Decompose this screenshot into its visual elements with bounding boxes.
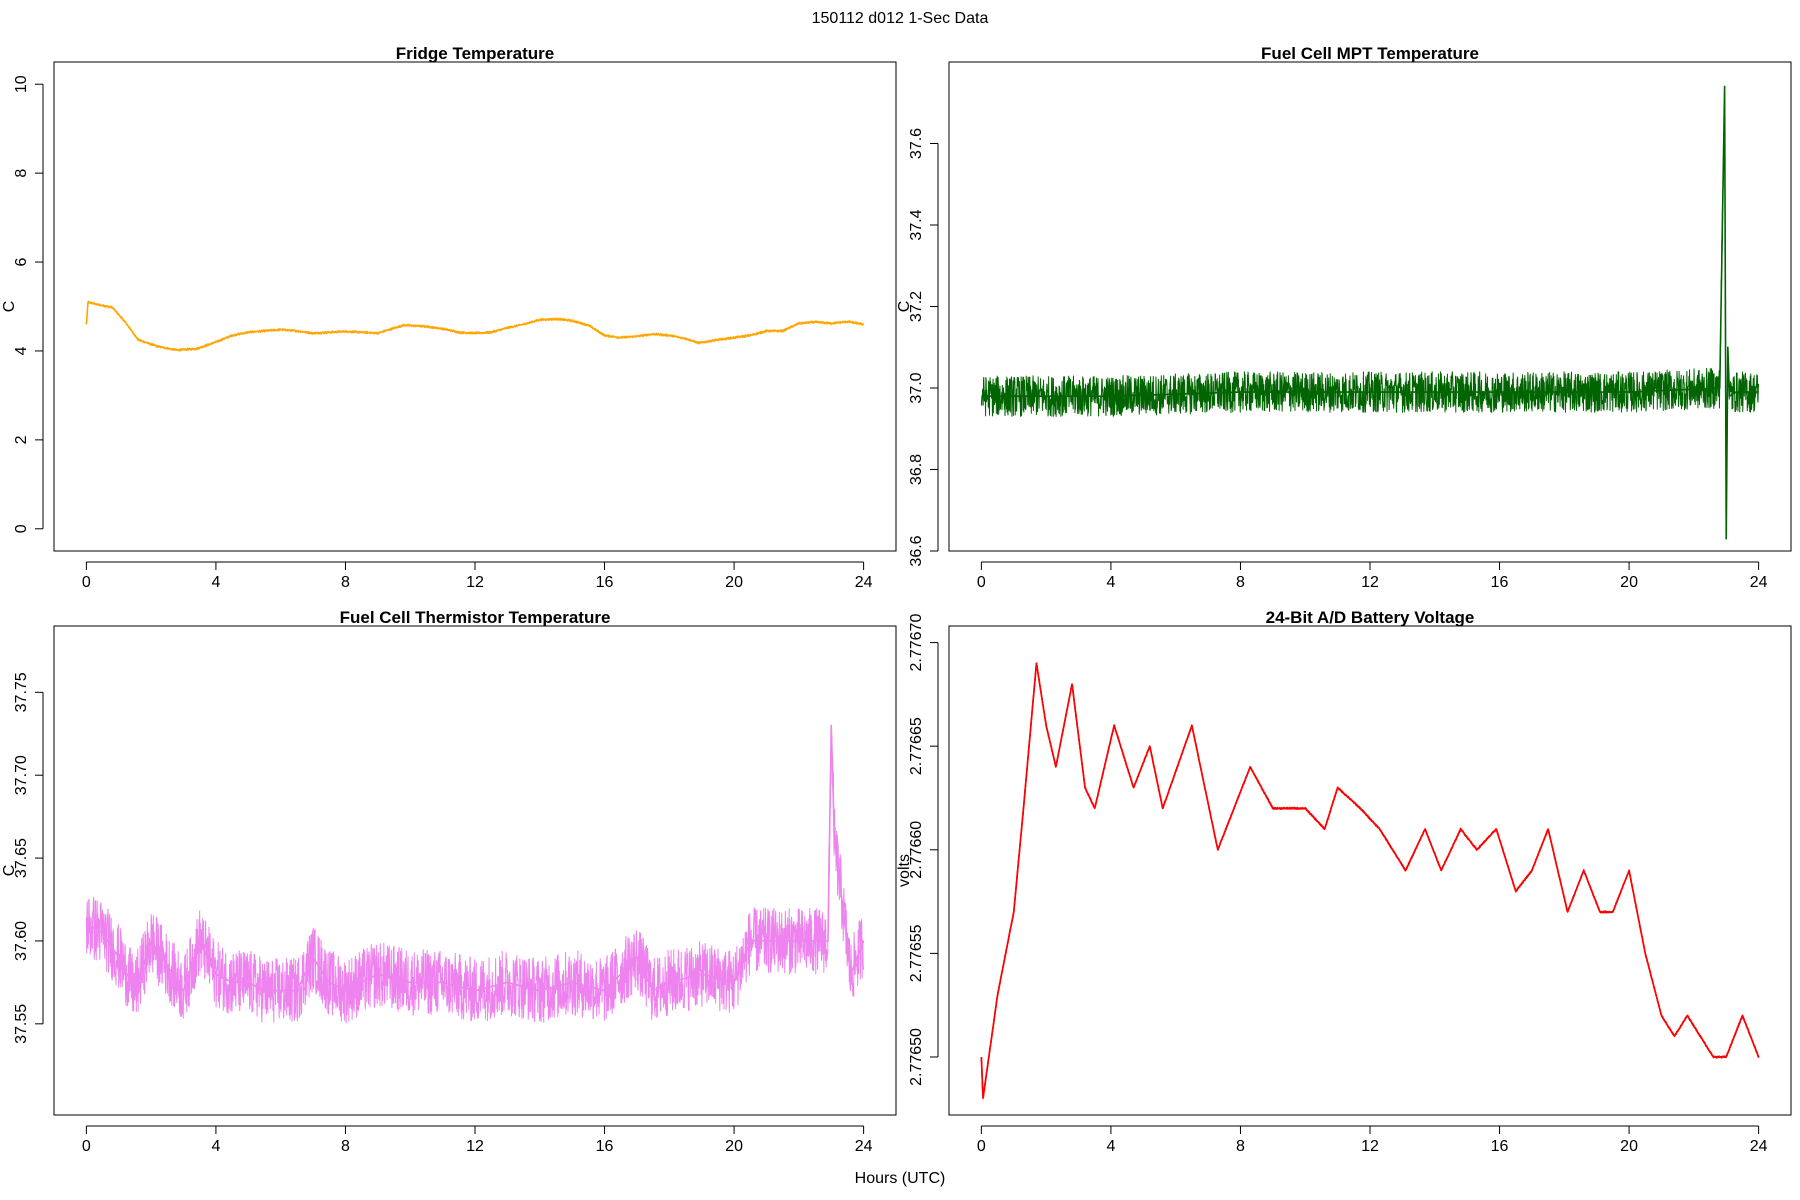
chart-panel-4: 24-Bit A/D Battery Voltage 0 4 8 12 16 20 24 2.7… <box>896 608 1792 1155</box>
x-tick-label: 0 <box>82 574 91 591</box>
y-tick-label: 37.6 <box>908 128 925 159</box>
x-tick-label: 4 <box>1106 574 1115 591</box>
x-tick-label: 24 <box>1750 1138 1768 1155</box>
y-tick-label: 37.70 <box>13 755 30 795</box>
chart-panel-3: Fuel Cell Thermistor Temperature 0 4 8 12 16 2… <box>1 608 897 1155</box>
x-tick-label: 8 <box>341 1138 350 1155</box>
series-envelope <box>85 301 864 351</box>
x-tick-label: 16 <box>596 1138 614 1155</box>
chart-panel-2: Fuel Cell MPT Temperature 0 4 8 12 16 20 24 36.6… <box>896 44 1792 591</box>
x-tick-label: 8 <box>341 574 350 591</box>
y-axis-label: C <box>896 301 913 313</box>
y-tick-label: 37.0 <box>908 372 925 403</box>
chart-title: Fridge Temperature <box>396 44 554 63</box>
chart-title: 24-Bit A/D Battery Voltage <box>1266 608 1475 627</box>
y-tick-label: 37.60 <box>13 921 30 961</box>
x-tick-label: 20 <box>725 1138 743 1155</box>
x-tick-label: 24 <box>855 1138 873 1155</box>
figure-suptitle: 150112 d012 1-Sec Data <box>812 10 989 27</box>
x-tick-label: 12 <box>1361 574 1379 591</box>
y-tick-label: 37.75 <box>13 672 30 712</box>
x-tick-label: 0 <box>977 574 986 591</box>
x-tick-label: 16 <box>1491 1138 1509 1155</box>
x-tick-label: 20 <box>1620 1138 1638 1155</box>
chart-title: Fuel Cell MPT Temperature <box>1261 44 1479 63</box>
x-tick-label: 4 <box>211 1138 220 1155</box>
y-tick-label: 36.6 <box>908 535 925 566</box>
y-tick-label: 37.4 <box>908 209 925 240</box>
y-axis-label: volts <box>896 854 913 887</box>
series-line <box>85 731 865 1024</box>
plot-frame <box>948 625 1792 1116</box>
x-tick-label: 8 <box>1236 574 1245 591</box>
series-envelope <box>980 662 1760 1100</box>
series-envelope <box>981 85 1759 540</box>
y-tick-label: 2.77655 <box>908 924 925 982</box>
x-tick-label: 4 <box>211 574 220 591</box>
y-tick-label: 36.8 <box>908 454 925 485</box>
x-tick-label: 16 <box>1491 574 1509 591</box>
y-tick-label: 4 <box>13 346 30 355</box>
y-axis-label: C <box>1 301 18 313</box>
x-tick-label: 12 <box>1361 1138 1379 1155</box>
series-line <box>85 300 865 352</box>
y-tick-label: 6 <box>13 257 30 266</box>
series-line <box>980 662 1760 1099</box>
y-tick-label: 2.77650 <box>908 1028 925 1086</box>
y-tick-label: 37.2 <box>908 291 925 322</box>
y-tick-label: 2.77660 <box>908 821 925 879</box>
x-tick-label: 8 <box>1236 1138 1245 1155</box>
y-axis-label: C <box>1 865 18 877</box>
y-tick-label: 2 <box>13 435 30 444</box>
x-tick-label: 4 <box>1106 1138 1115 1155</box>
x-tick-label: 12 <box>466 1138 484 1155</box>
y-tick-label: 10 <box>13 75 30 93</box>
x-tick-label: 16 <box>596 574 614 591</box>
figure-xlabel: Hours (UTC) <box>855 1170 946 1187</box>
plot-frame <box>53 61 897 552</box>
x-tick-label: 20 <box>725 574 743 591</box>
plot-frame <box>53 625 897 1116</box>
y-tick-label: 0 <box>13 524 30 533</box>
chart-title: Fuel Cell Thermistor Temperature <box>340 608 611 627</box>
y-tick-label: 8 <box>13 169 30 178</box>
y-tick-label: 2.77670 <box>908 614 925 672</box>
x-tick-label: 20 <box>1620 574 1638 591</box>
x-tick-label: 24 <box>855 574 873 591</box>
series-line <box>980 108 1760 529</box>
y-tick-label: 37.55 <box>13 1004 30 1044</box>
y-tick-label: 37.65 <box>13 838 30 878</box>
x-tick-label: 12 <box>466 574 484 591</box>
y-tick-label: 2.77665 <box>908 717 925 775</box>
x-tick-label: 24 <box>1750 574 1768 591</box>
series-envelope <box>86 724 865 992</box>
x-tick-label: 0 <box>977 1138 986 1155</box>
x-tick-label: 0 <box>82 1138 91 1155</box>
plot-frame <box>948 61 1792 552</box>
